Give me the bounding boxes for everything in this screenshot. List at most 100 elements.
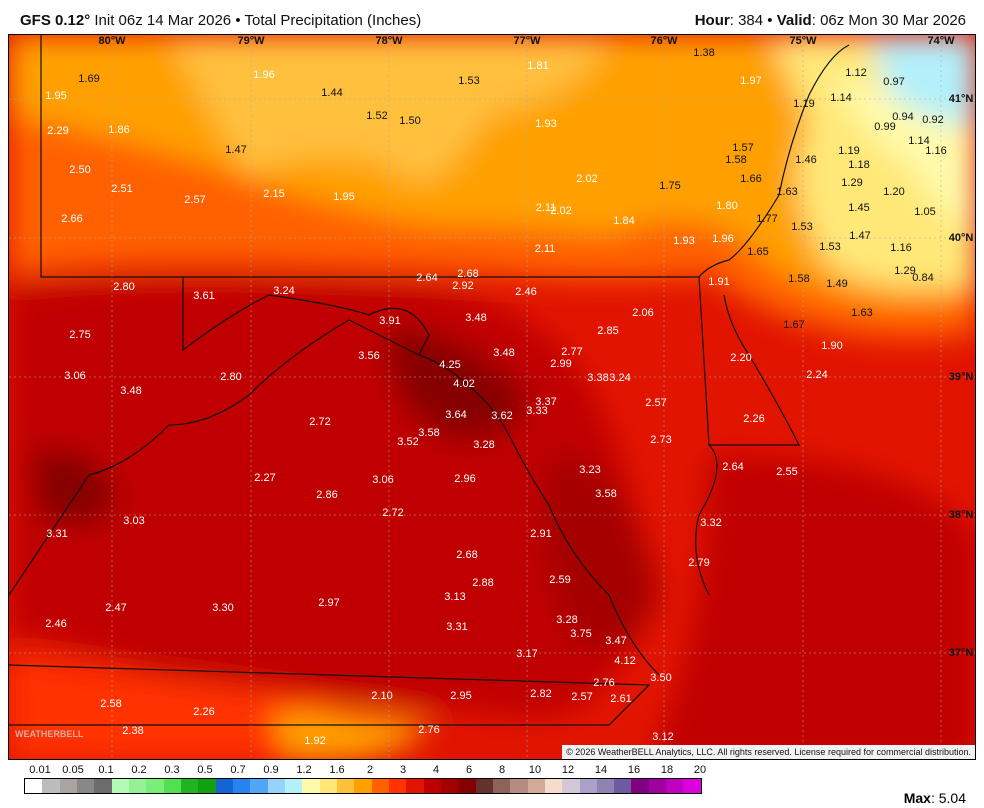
precip-value-label: 2.85	[597, 325, 619, 337]
precip-value-label: 3.38	[587, 372, 609, 384]
precip-value-label: 3.37	[535, 396, 557, 408]
precip-value-label: 3.33	[526, 405, 548, 417]
precip-value-label: 3.75	[570, 628, 592, 640]
precip-value-label: 2.58	[100, 698, 122, 710]
colorbar-swatch	[492, 779, 511, 793]
colorbar-swatch	[544, 779, 563, 793]
colorbar-swatch	[215, 779, 233, 793]
colorbar-tick-label: 1.2	[296, 764, 312, 776]
precip-value-label: 2.20	[730, 352, 752, 364]
precip-value-label: 2.10	[371, 690, 393, 702]
precip-value-label: 1.14	[908, 135, 930, 147]
precip-value-label: 2.11	[535, 202, 557, 214]
colorbar-swatch	[284, 779, 303, 793]
precip-value-label: 3.62	[491, 410, 513, 422]
precip-value-label: 1.45	[848, 202, 870, 214]
precip-value-label: 2.64	[416, 272, 438, 284]
precip-value-label: 3.24	[273, 285, 295, 297]
precip-value-label: 2.15	[263, 188, 285, 200]
precip-value-label: 2.64	[722, 461, 744, 473]
colorbar-tick-label: 0.2	[131, 764, 147, 776]
colorbar-tick-label: 0.3	[164, 764, 180, 776]
colorbar-swatch	[510, 779, 528, 793]
precip-value-label: 1.47	[225, 144, 247, 156]
colorbar-swatch	[458, 779, 476, 793]
precip-value-label: 1.91	[708, 276, 730, 288]
colorbar-swatch	[128, 779, 147, 793]
precip-value-label: 1.77	[756, 213, 778, 225]
precip-value-label: 1.29	[841, 177, 863, 189]
precip-value-label: 1.95	[333, 191, 355, 203]
precip-value-label: 2.46	[45, 618, 67, 630]
precip-value-label: 2.55	[776, 466, 798, 478]
longitude-label: 77°W	[513, 35, 541, 47]
precip-value-label: 3.23	[579, 464, 601, 476]
precip-value-label: 2.57	[645, 397, 667, 409]
precip-value-label: 2.80	[113, 281, 135, 293]
colorbar-tick-label: 8	[498, 764, 506, 776]
precip-value-label: 3.52	[397, 436, 419, 448]
precip-value-label: 3.58	[595, 488, 617, 500]
precip-value-label: 1.12	[845, 67, 867, 79]
colorbar-swatch	[666, 779, 684, 793]
colorbar-swatch	[163, 779, 181, 793]
colorbar-swatch	[388, 779, 407, 793]
valid-label: Valid	[776, 12, 812, 29]
precip-value-label: 1.29	[894, 265, 916, 277]
precip-value-label: 3.32	[700, 517, 722, 529]
precip-value-label: 3.12	[652, 731, 674, 743]
colorbar-swatch	[354, 779, 372, 793]
precip-value-label: 3.17	[516, 648, 538, 660]
colorbar-swatch	[371, 779, 389, 793]
colorbar-swatch	[527, 779, 545, 793]
separator: •	[767, 12, 773, 29]
hour-value: 384	[738, 12, 764, 29]
precip-value-label: 2.11	[534, 243, 556, 255]
precip-value-label: 1.96	[712, 233, 734, 245]
colorbar-swatch	[683, 779, 701, 793]
precip-field	[9, 35, 975, 759]
hour-label: Hour	[694, 12, 730, 29]
colorbar-swatch	[146, 779, 164, 793]
precip-value-label: 2.86	[316, 489, 338, 501]
precip-value-label: 1.53	[819, 241, 841, 253]
max-label: Max	[903, 790, 931, 806]
precip-value-label: 4.25	[439, 359, 461, 371]
precip-value-label: 2.26	[743, 413, 765, 425]
precip-value-label: 1.44	[321, 87, 343, 99]
longitude-label: 76°W	[650, 35, 678, 47]
colorbar-swatch	[76, 779, 95, 793]
precip-value-label: 2.29	[47, 125, 69, 137]
precip-value-label: 2.82	[530, 688, 552, 700]
precip-value-label: 1.38	[693, 47, 715, 59]
precip-value-label: 3.61	[193, 290, 215, 302]
latitude-label: 38°N	[948, 509, 974, 521]
colorbar-swatch	[648, 779, 667, 793]
precip-value-label: 1.80	[716, 200, 738, 212]
colorbar-swatch	[614, 779, 632, 793]
precip-value-label: 1.05	[914, 206, 936, 218]
model-name: GFS 0.12°	[20, 12, 91, 29]
valid-info: Hour: 384 • Valid: 06z Mon 30 Mar 2026	[694, 12, 966, 29]
precip-value-label: 3.28	[473, 439, 495, 451]
precip-value-label: 1.75	[659, 180, 681, 192]
precip-value-label: 3.91	[379, 315, 401, 327]
precip-value-label: 2.27	[254, 472, 276, 484]
precip-value-label: 1.16	[890, 242, 912, 254]
colorbar-tick-label: 4	[432, 764, 440, 776]
precip-value-label: 1.69	[78, 73, 100, 85]
colorbar-tick-label: 0.01	[29, 764, 51, 776]
precip-value-label: 2.97	[318, 597, 340, 609]
precip-value-label: 2.77	[561, 346, 583, 358]
colorbar-tick-label: 0.7	[230, 764, 246, 776]
precip-value-label: 0.84	[912, 272, 934, 284]
precip-value-label: 1.18	[848, 159, 870, 171]
precip-value-label: 0.99	[874, 121, 896, 133]
precip-value-label: 1.53	[791, 221, 813, 233]
longitude-label: 79°W	[237, 35, 265, 47]
colorbar-tick-label: 0.9	[263, 764, 279, 776]
precip-value-label: 2.76	[418, 724, 440, 736]
colorbar-swatch	[180, 779, 199, 793]
colorbar-tick-label: 0.05	[62, 764, 84, 776]
